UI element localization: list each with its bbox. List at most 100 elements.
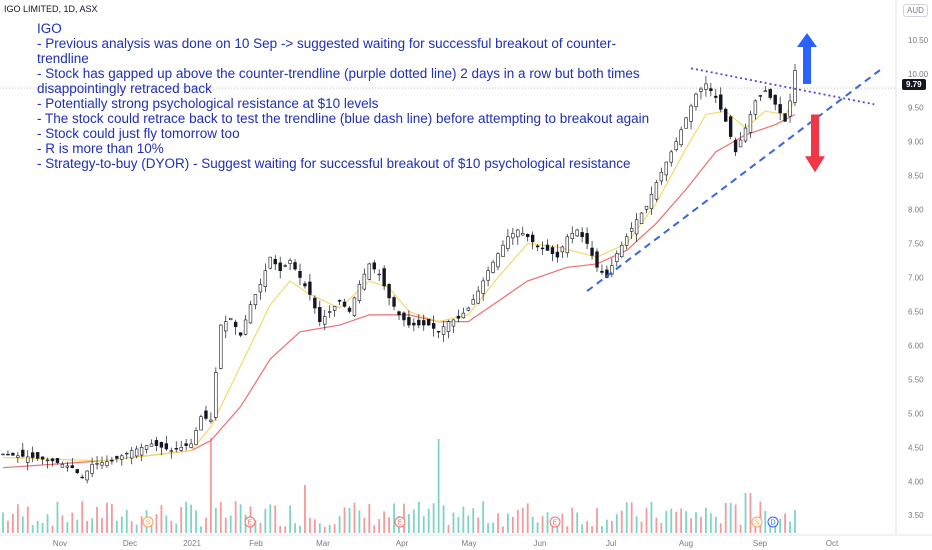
candle <box>714 95 718 98</box>
candle <box>318 307 322 322</box>
volume-bar <box>304 485 306 533</box>
volume-bar <box>417 501 420 533</box>
candle <box>189 443 193 448</box>
volume-bar <box>2 512 4 533</box>
volume-bar <box>46 514 49 533</box>
volume-bar <box>195 510 197 533</box>
volume-bar <box>66 522 69 533</box>
volume-bar <box>744 493 747 533</box>
candle <box>298 271 302 278</box>
volume-bar <box>160 505 163 533</box>
volume-bar <box>51 525 54 533</box>
volume-bar <box>378 519 381 533</box>
volume-bar <box>383 511 386 533</box>
candle <box>496 253 500 268</box>
event-marker-label: E <box>398 520 403 527</box>
event-marker-label: E <box>553 520 558 527</box>
volume-bar <box>685 511 687 533</box>
volume-bar <box>432 503 435 533</box>
candle <box>694 93 698 108</box>
volume-bar <box>264 508 267 533</box>
candle <box>426 318 431 326</box>
volume-bar <box>71 512 74 533</box>
volume-bar <box>422 516 425 533</box>
candle <box>179 446 183 451</box>
candle <box>16 455 20 458</box>
candle <box>555 251 560 258</box>
volume-bar <box>507 513 509 533</box>
y-tick-label: 6.00 <box>908 341 924 350</box>
candle <box>590 247 594 256</box>
candle <box>506 236 510 249</box>
candle <box>224 321 228 332</box>
candle <box>719 94 723 110</box>
candle <box>60 463 65 468</box>
currency-badge[interactable]: AUD <box>903 4 928 17</box>
volume-bar <box>190 504 192 533</box>
volume-bar <box>318 523 321 533</box>
volume-bar <box>309 517 311 533</box>
candle <box>268 256 272 269</box>
volume-bar <box>794 509 796 533</box>
y-tick-label: 8.00 <box>908 206 924 215</box>
volume-bar <box>135 524 138 533</box>
volume-bar <box>789 521 791 533</box>
volume-bar <box>333 524 336 533</box>
candle <box>684 117 688 129</box>
y-tick-label: 8.50 <box>908 172 924 181</box>
candle <box>595 251 599 268</box>
candle <box>634 219 639 235</box>
candle <box>768 89 772 98</box>
note-line: - Stock has gapped up above the counter-… <box>37 66 640 96</box>
volume-bar <box>452 512 455 533</box>
candle <box>763 90 768 93</box>
volume-bar <box>729 502 732 533</box>
volume-bar <box>373 525 376 533</box>
candle <box>50 458 55 462</box>
volume-bar <box>759 501 762 533</box>
candle <box>624 236 629 246</box>
candle <box>90 463 94 474</box>
event-marker-label: E <box>248 520 253 527</box>
candle <box>332 306 337 311</box>
candle <box>1 453 5 456</box>
volume-bar <box>620 510 623 533</box>
event-marker-label: S <box>755 520 760 527</box>
volume-bar <box>606 519 608 533</box>
candle <box>570 233 574 240</box>
candle <box>481 280 485 294</box>
candle <box>144 445 149 450</box>
candle <box>303 283 307 287</box>
volume-bar <box>482 501 485 533</box>
candle <box>199 416 203 431</box>
candle <box>382 268 386 287</box>
volume-bar <box>645 508 648 533</box>
candle <box>441 326 446 335</box>
y-tick-label: 9.00 <box>908 138 924 147</box>
volume-bar <box>259 522 262 533</box>
candle <box>664 161 669 176</box>
symbol-title: IGO LIMITED, 1D, ASX <box>4 4 98 14</box>
volume-bar <box>111 504 113 533</box>
candle <box>65 465 70 468</box>
candle <box>293 262 297 270</box>
notes-title: IGO <box>37 21 62 36</box>
candle <box>30 452 35 458</box>
candle <box>100 462 104 466</box>
candle <box>219 324 223 369</box>
volume-bar <box>214 507 217 533</box>
candle <box>120 455 124 460</box>
candle <box>308 281 312 295</box>
y-tick-label: 9.50 <box>908 104 924 113</box>
volume-bar <box>140 516 143 533</box>
volume-bar <box>427 508 430 533</box>
volume-bar <box>328 524 331 533</box>
note-line: - Previous analysis was done on 10 Sep -… <box>37 36 616 66</box>
candle <box>387 284 391 299</box>
candle <box>748 114 753 133</box>
candle <box>501 244 505 257</box>
volume-bar <box>86 520 89 533</box>
candle <box>530 234 535 243</box>
candle <box>491 261 495 273</box>
